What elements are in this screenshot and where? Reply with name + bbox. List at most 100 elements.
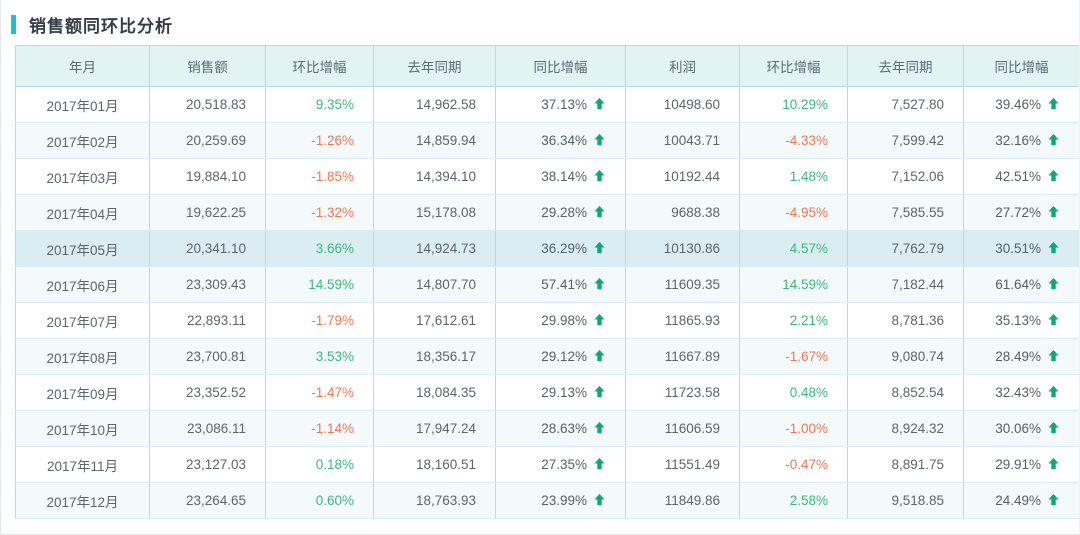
table-row[interactable]: 2017年03月 19,884.10 -1.85% 14,394.10 38.14% 10… [15,158,1079,195]
up-arrow-icon [593,205,606,218]
cell-sales: 20,259.69 [149,122,266,159]
cell-profit-ly: 7,599.42 [847,122,964,159]
cell-sales-ly: 14,807.70 [373,266,496,303]
cell-profit-yoy: 27.72% [963,194,1079,231]
cell-sales: 23,700.81 [149,338,266,375]
header-row: 年月 销售额 环比增幅 去年同期 同比增幅 利润 环比增幅 去年同期 同比增幅 [15,45,1079,87]
column-header-profit-yoy: 同比增幅 [963,45,1079,87]
cell-sales-ly: 14,962.58 [373,86,496,123]
cell-profit-ly: 8,781.36 [847,302,964,339]
cell-sales: 23,127.03 [149,446,266,483]
table-row[interactable]: 2017年02月 20,259.69 -1.26% 14,859.94 36.34% 10… [15,122,1079,159]
up-arrow-icon [1047,349,1060,362]
cell-sales-mom: 3.66% [265,230,374,267]
cell-sales-yoy: 27.35% [495,446,626,483]
cell-profit-mom: 2.58% [739,482,848,519]
cell-profit-yoy: 29.91% [963,446,1079,483]
cell-profit-mom: 1.48% [739,158,848,195]
cell-month: 2017年11月 [15,446,150,483]
cell-sales-ly: 14,394.10 [373,158,496,195]
up-arrow-icon [593,421,606,434]
cell-profit-ly: 9,518.85 [847,482,964,519]
column-header-sales: 销售额 [149,45,266,87]
cell-sales-ly: 18,763.93 [373,482,496,519]
up-arrow-icon [1047,277,1060,290]
cell-month: 2017年09月 [15,374,150,411]
cell-sales-mom: 0.18% [265,446,374,483]
cell-sales-mom: -1.14% [265,410,374,447]
column-header-sales-ly: 去年同期 [373,45,496,87]
cell-sales-yoy: 29.28% [495,194,626,231]
cell-profit: 11865.93 [625,302,740,339]
up-arrow-icon [593,349,606,362]
cell-profit: 11609.35 [625,266,740,303]
cell-profit-mom: 4.57% [739,230,848,267]
cell-sales-ly: 17,612.61 [373,302,496,339]
cell-sales-yoy: 23.99% [495,482,626,519]
cell-profit-yoy: 32.16% [963,122,1079,159]
title-accent-bar-icon [11,15,16,34]
cell-profit-yoy: 30.06% [963,410,1079,447]
column-header-profit-ly: 去年同期 [847,45,964,87]
cell-sales-mom: -1.47% [265,374,374,411]
cell-sales-mom: 9.35% [265,86,374,123]
cell-sales-yoy: 57.41% [495,266,626,303]
cell-sales: 19,884.10 [149,158,266,195]
column-header-profit: 利润 [625,45,740,87]
table-row[interactable]: 2017年01月 20,518.83 9.35% 14,962.58 37.13% 104… [15,86,1079,123]
cell-sales-ly: 18,356.17 [373,338,496,375]
section-title-bar: 销售额同环比分析 [11,12,173,37]
cell-profit-ly: 7,762.79 [847,230,964,267]
cell-sales-yoy: 28.63% [495,410,626,447]
up-arrow-icon [593,241,606,254]
cell-sales-mom: -1.79% [265,302,374,339]
table-row[interactable]: 2017年07月 22,893.11 -1.79% 17,612.61 29.98% 11… [15,302,1079,339]
cell-month: 2017年06月 [15,266,150,303]
table-row[interactable]: 2017年05月 20,341.10 3.66% 14,924.73 36.29% 101… [15,230,1079,267]
cell-profit-ly: 7,182.44 [847,266,964,303]
cell-profit-ly: 7,585.55 [847,194,964,231]
cell-sales-mom: -1.32% [265,194,374,231]
table-row[interactable]: 2017年12月 23,264.65 0.60% 18,763.93 23.99% 118… [15,482,1079,519]
cell-sales-yoy: 29.12% [495,338,626,375]
cell-profit: 10192.44 [625,158,740,195]
cell-month: 2017年02月 [15,122,150,159]
table-body: 2017年01月 20,518.83 9.35% 14,962.58 37.13% 104… [15,86,1079,519]
cell-month: 2017年04月 [15,194,150,231]
cell-profit: 11551.49 [625,446,740,483]
cell-profit-ly: 8,924.32 [847,410,964,447]
up-arrow-icon [1047,241,1060,254]
column-header-sales-mom: 环比增幅 [265,45,374,87]
cell-profit: 11723.58 [625,374,740,411]
up-arrow-icon [1047,313,1060,326]
table-row[interactable]: 2017年10月 23,086.11 -1.14% 17,947.24 28.63% 11… [15,410,1079,447]
cell-profit: 11667.89 [625,338,740,375]
cell-profit: 10043.71 [625,122,740,159]
cell-profit: 9688.38 [625,194,740,231]
column-header-profit-mom: 环比增幅 [739,45,848,87]
cell-month: 2017年10月 [15,410,150,447]
cell-profit-mom: 0.48% [739,374,848,411]
table-row[interactable]: 2017年06月 23,309.43 14.59% 14,807.70 57.41% 11… [15,266,1079,303]
cell-month: 2017年07月 [15,302,150,339]
cell-sales-yoy: 36.34% [495,122,626,159]
cell-month: 2017年01月 [15,86,150,123]
column-header-month: 年月 [15,45,150,87]
cell-profit-mom: 2.21% [739,302,848,339]
cell-profit-mom: -0.47% [739,446,848,483]
column-header-sales-yoy: 同比增幅 [495,45,626,87]
cell-sales: 23,352.52 [149,374,266,411]
up-arrow-icon [593,97,606,110]
cell-profit-mom: -4.95% [739,194,848,231]
up-arrow-icon [1047,205,1060,218]
table-row[interactable]: 2017年08月 23,700.81 3.53% 18,356.17 29.12% 116… [15,338,1079,375]
cell-profit-yoy: 35.13% [963,302,1079,339]
cell-sales-mom: 3.53% [265,338,374,375]
up-arrow-icon [1047,457,1060,470]
cell-profit-mom: 10.29% [739,86,848,123]
table-row[interactable]: 2017年11月 23,127.03 0.18% 18,160.51 27.35% 115… [15,446,1079,483]
up-arrow-icon [593,277,606,290]
cell-profit-mom: -1.00% [739,410,848,447]
table-row[interactable]: 2017年04月 19,622.25 -1.32% 15,178.08 29.28% 96… [15,194,1079,231]
table-row[interactable]: 2017年09月 23,352.52 -1.47% 18,084.35 29.13% 11… [15,374,1079,411]
